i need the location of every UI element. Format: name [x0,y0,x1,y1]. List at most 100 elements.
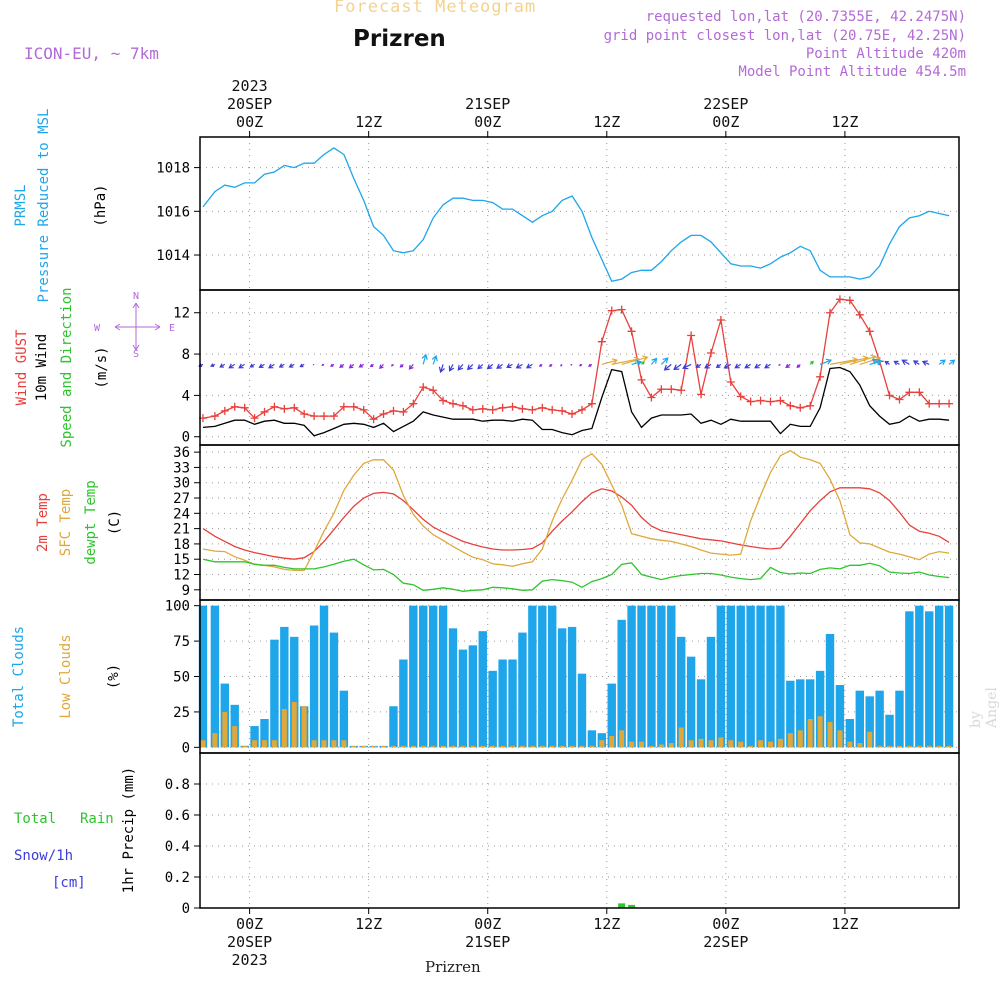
cloud-bar-total [478,631,487,748]
cloud-bar-low [420,745,426,748]
gust-marker [508,402,517,411]
wind-arrow [796,363,801,369]
cloud-bar-total [548,605,557,748]
precip-label-cm: [cm] [52,875,86,891]
cloud-bar-low [758,740,764,748]
gust-marker [667,385,676,394]
cloud-bar-low [748,745,754,748]
wind-arrow [819,358,833,365]
wind-arrow [912,360,920,366]
wind-arrow [695,363,702,368]
wind-arrow [431,354,438,365]
wind-arrow [457,364,464,371]
cloud-bar-total [528,605,537,748]
gust-marker [607,306,616,315]
y-tick-label: 21 [173,522,190,538]
cloud-bar-total [339,690,349,748]
gust-marker [339,402,348,411]
cloud-bar-total [716,605,726,748]
wind-arrow [650,357,658,365]
cloud-bar-low [847,741,853,748]
wind-arrow [210,363,216,367]
time-label-bottom: 20SEP [227,933,272,951]
cloud-bar-total [746,605,755,748]
y-tick-label: 1016 [156,204,190,220]
gust-marker [260,407,269,416]
gust-marker [528,405,537,414]
y-tick-label: 18 [173,537,190,553]
wind-arrow [631,359,643,367]
bottom-location-label: Prizren [425,958,481,976]
y-tick-label: 9 [182,583,190,599]
wind-arrow [938,359,946,366]
cloud-bar-low [361,745,367,748]
gust-marker [359,405,368,414]
series-line-wind-gust [202,298,950,420]
wind-arrow [548,363,553,367]
cloud-bar-total [726,605,736,748]
cloud-bar-low [877,745,883,748]
gust-marker [568,410,577,418]
cloud-bar-total [309,625,319,748]
cloud-bar-total [934,605,944,748]
cloud-bar-low [470,745,476,748]
y-tick-label: 1018 [156,161,190,177]
gust-marker [806,401,815,410]
cloud-bar-low [232,726,238,748]
y-tick-label: 0 [182,740,190,756]
gust-marker [716,315,725,324]
y-axis-label: dewpt Temp [83,480,99,564]
cloud-bar-low [629,741,635,748]
gust-marker [290,403,299,412]
cloud-bar-low [200,740,206,748]
panel-frame [199,444,960,601]
time-label-bottom: 00Z [236,915,263,933]
y-axis-label: (C) [107,510,123,535]
cloud-bar-total [198,605,208,748]
wind-arrow [329,363,335,367]
cloud-bar-low [817,716,823,748]
wind-arrow [621,355,649,365]
gust-marker [220,406,229,415]
gust-marker [270,402,279,411]
cloud-bar-low [599,740,605,748]
cloud-bar-low [341,740,347,748]
cloud-bar-total [557,628,567,748]
time-label-top: 00Z [712,113,739,131]
gust-marker [647,393,656,402]
compass-n: N [133,291,139,302]
cloud-bar-low [271,740,277,748]
y-tick-label: 100 [165,599,190,615]
wind-arrow [893,360,900,366]
gust-marker [935,399,944,408]
gust-marker [538,403,547,412]
cloud-bar-low [519,745,525,748]
gust-marker [895,395,904,404]
wind-arrow [611,356,640,365]
cloud-bar-total [508,659,517,748]
cloud-bar-total [428,605,438,748]
y-tick-label: 24 [173,506,190,522]
cloud-bar-total [925,611,934,748]
wind-arrow [723,363,732,369]
panel-precipitation: 0 0.2 0.4 0.6 0.8 Total Rain Snow/1h [cm] 1hr Pre… [14,752,960,917]
cloud-bar-low [648,745,654,748]
cloud-bar-total [786,680,795,748]
wind-arrow [321,363,325,366]
gust-marker [796,403,805,412]
gust-marker [310,412,319,421]
time-label-top: 12Z [831,113,858,131]
gust-marker [230,402,239,411]
cloud-bar-total [865,696,874,748]
wind-arrow [438,364,445,374]
gust-marker [687,331,696,340]
wind-arrow [249,363,255,368]
location-title: Prizren [353,26,446,52]
cloud-bar-low [529,745,535,748]
cloud-bar-low [559,745,565,748]
y-axis-label: Wind GUST [14,329,30,405]
cloud-bar-low [301,706,307,748]
gust-marker [320,412,329,421]
cloud-bar-low [639,741,645,748]
cloud-bar-total [458,649,468,748]
